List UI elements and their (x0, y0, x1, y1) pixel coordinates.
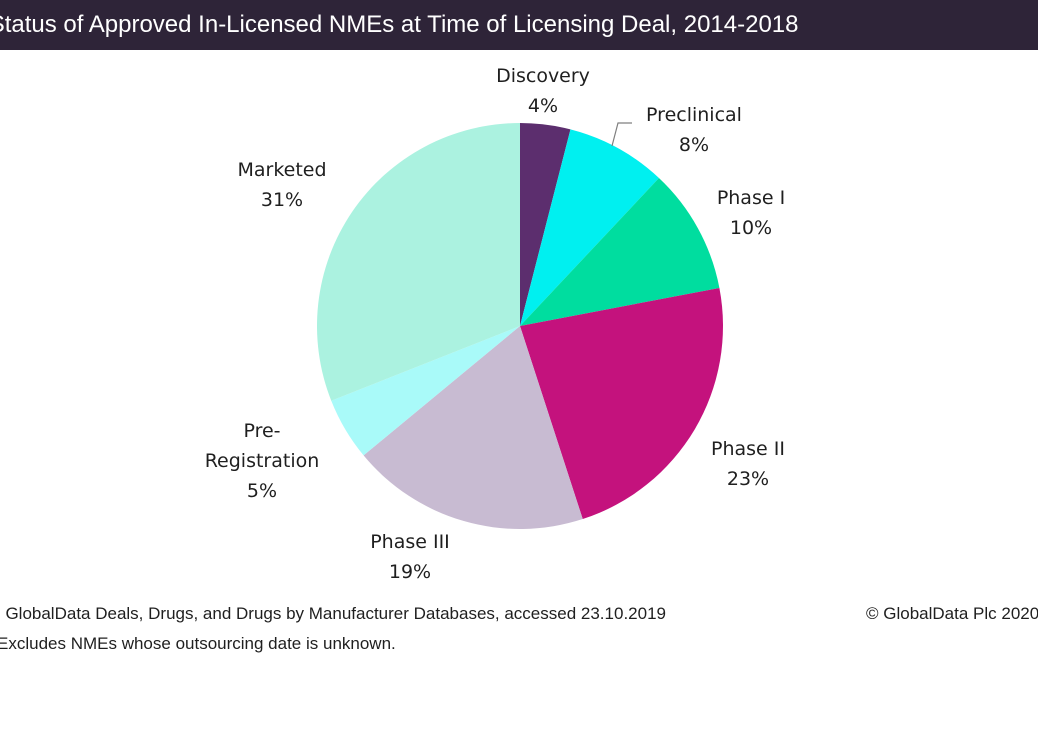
pie-slices (317, 123, 723, 529)
pie-chart: Discovery 4% Preclinical 8% Phase I 10% Phase … (205, 65, 785, 583)
chart-title: e 1: Status of Approved In-Licensed NMEs… (0, 11, 799, 38)
pie-slice-phase-ii (520, 287, 723, 520)
title-bar: e 1: Status of Approved In-Licensed NMEs… (0, 0, 1038, 50)
pie-slice-phase-i (520, 178, 720, 326)
slice-label-preclinical: Preclinical 8% (646, 104, 742, 156)
slice-label-marketed: Marketed 31% (237, 159, 326, 211)
slice-labels: Discovery 4% Preclinical 8% Phase I 10% Phase … (205, 65, 785, 583)
copyright-notice: © GlobalData Plc 2020 (866, 604, 1038, 623)
pie-slice-preclinical (520, 129, 659, 326)
leader-line-preclinical (611, 122, 632, 147)
slice-label-discovery: Discovery 4% (496, 65, 590, 117)
pie-slice-pre-registration (331, 326, 520, 456)
slice-label-pre-registration: Pre-Registration 5% (205, 420, 320, 502)
footnote: Excludes NMEs whose outsourcing date is … (0, 634, 396, 653)
source-note: : GlobalData Deals, Drugs, and Drugs by … (0, 604, 666, 623)
slice-label-phase-i: Phase I 10% (717, 187, 785, 239)
leader-lines (611, 122, 632, 147)
pie-slice-marketed (317, 123, 520, 401)
slice-label-phase-ii: Phase II 23% (711, 438, 785, 490)
pie-slice-discovery (520, 123, 571, 326)
slice-label-phase-iii: Phase III 19% (370, 531, 450, 583)
pie-slice-phase-iii (363, 326, 583, 529)
